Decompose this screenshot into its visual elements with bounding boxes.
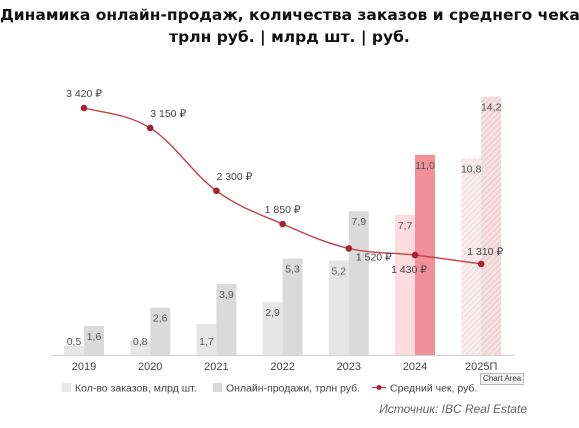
- legend-orders-label: Кол-во заказов, млрд шт.: [75, 383, 197, 395]
- average-check-line-layer: [80, 104, 485, 268]
- average-check-label-2024: 1 430 ₽: [391, 264, 427, 276]
- average-check-point-2022: [279, 220, 286, 228]
- sales-label-2020: 2,6: [153, 313, 168, 325]
- orders-bar-2019: [64, 345, 84, 355]
- sales-bar-2022: [282, 258, 303, 355]
- chart-title-line-2: трлн руб. | млрд шт. | руб.: [169, 28, 410, 46]
- chart-area-tooltip: Chart Area: [480, 373, 525, 385]
- x-tick-2020: 2020: [138, 361, 162, 373]
- sales-bar-2020: [150, 307, 171, 355]
- average-check-point-2019: [80, 104, 88, 112]
- sales-bar-2024: [415, 154, 435, 355]
- average-check-point-2021: [213, 187, 220, 195]
- sales-bar-2021: [216, 284, 237, 355]
- sales-bar-2023: [348, 211, 369, 355]
- orders-label-2021: 1,7: [199, 336, 214, 348]
- average-check-point-2023: [345, 245, 353, 252]
- x-tick-2024: 2024: [403, 361, 427, 373]
- chart-title-line-1: Динамика онлайн-продаж, количества заказ…: [0, 6, 579, 24]
- orders-label-2023: 5,2: [331, 265, 346, 277]
- orders-label-2019: 0,5: [67, 336, 82, 348]
- sales-label-2024: 11,0: [415, 160, 435, 172]
- average-check-point-2024: [411, 251, 419, 259]
- x-tick-2019: 2019: [72, 361, 96, 373]
- sales-label-2022: 5,3: [285, 264, 300, 276]
- sales-label-2021: 3,9: [219, 289, 234, 301]
- source-note: Источник: IBC Real Estate: [379, 402, 527, 416]
- sales-label-2025П: 14,2: [481, 102, 502, 114]
- x-axis: 2019 2020 2021 2022 2023 2024 2025П: [52, 355, 515, 373]
- orders-label-2022: 2,9: [265, 307, 280, 319]
- orders-bar-2021: [196, 324, 217, 355]
- legend-sales-label: Онлайн-продажи, трлн руб.: [226, 383, 360, 395]
- average-check-label-2019: 3 420 ₽: [66, 88, 102, 100]
- average-check-label-2025П: 1 310 ₽: [467, 246, 503, 258]
- orders-label-2024: 7,7: [398, 220, 413, 232]
- sales-bar-2019: [84, 325, 104, 355]
- legend: Кол-во заказов, млрд шт. Онлайн-продажи, …: [62, 383, 477, 395]
- orders-bar-2023: [328, 260, 349, 355]
- orders-bar-2020: [130, 340, 151, 355]
- x-tick-2023: 2023: [337, 361, 361, 373]
- average-check-label-2021: 2 300 ₽: [216, 171, 252, 183]
- orders-bar-2024: [395, 214, 415, 355]
- bars-layer: [64, 96, 502, 355]
- orders-bar-2025П: [461, 158, 482, 355]
- orders-label-2020: 0,8: [133, 336, 148, 348]
- sales-bar-2025П: [481, 96, 502, 355]
- average-check-point-2020: [146, 124, 154, 132]
- legend-sales-swatch: [213, 383, 222, 392]
- legend-orders-swatch: [62, 383, 71, 392]
- sales-label-2019: 1,6: [87, 331, 102, 343]
- average-check-label-2020: 3 150 ₽: [150, 108, 186, 120]
- sales-label-2023: 7,9: [351, 216, 366, 228]
- average-check-label-2023: 1 520 ₽: [356, 251, 392, 263]
- labels-layer: 0,5 1,6 0,8 2,6 1,7 3,9 2,9 5,3 5,2 7,9 7,7 11,0 10,…: [66, 88, 503, 348]
- orders-label-2025П: 10,8: [461, 163, 482, 175]
- orders-bar-2022: [262, 302, 283, 355]
- x-tick-2022: 2022: [270, 361, 294, 373]
- x-tick-2021: 2021: [204, 361, 228, 373]
- chart-title: Динамика онлайн-продаж, количества заказ…: [0, 4, 579, 48]
- x-tick-2025П: 2025П: [465, 361, 497, 373]
- legend-check-label: Средний чек, руб.: [390, 383, 477, 395]
- average-check-label-2022: 1 850 ₽: [265, 204, 301, 216]
- average-check-point-2025П: [477, 260, 485, 268]
- legend-check-marker: [376, 385, 382, 390]
